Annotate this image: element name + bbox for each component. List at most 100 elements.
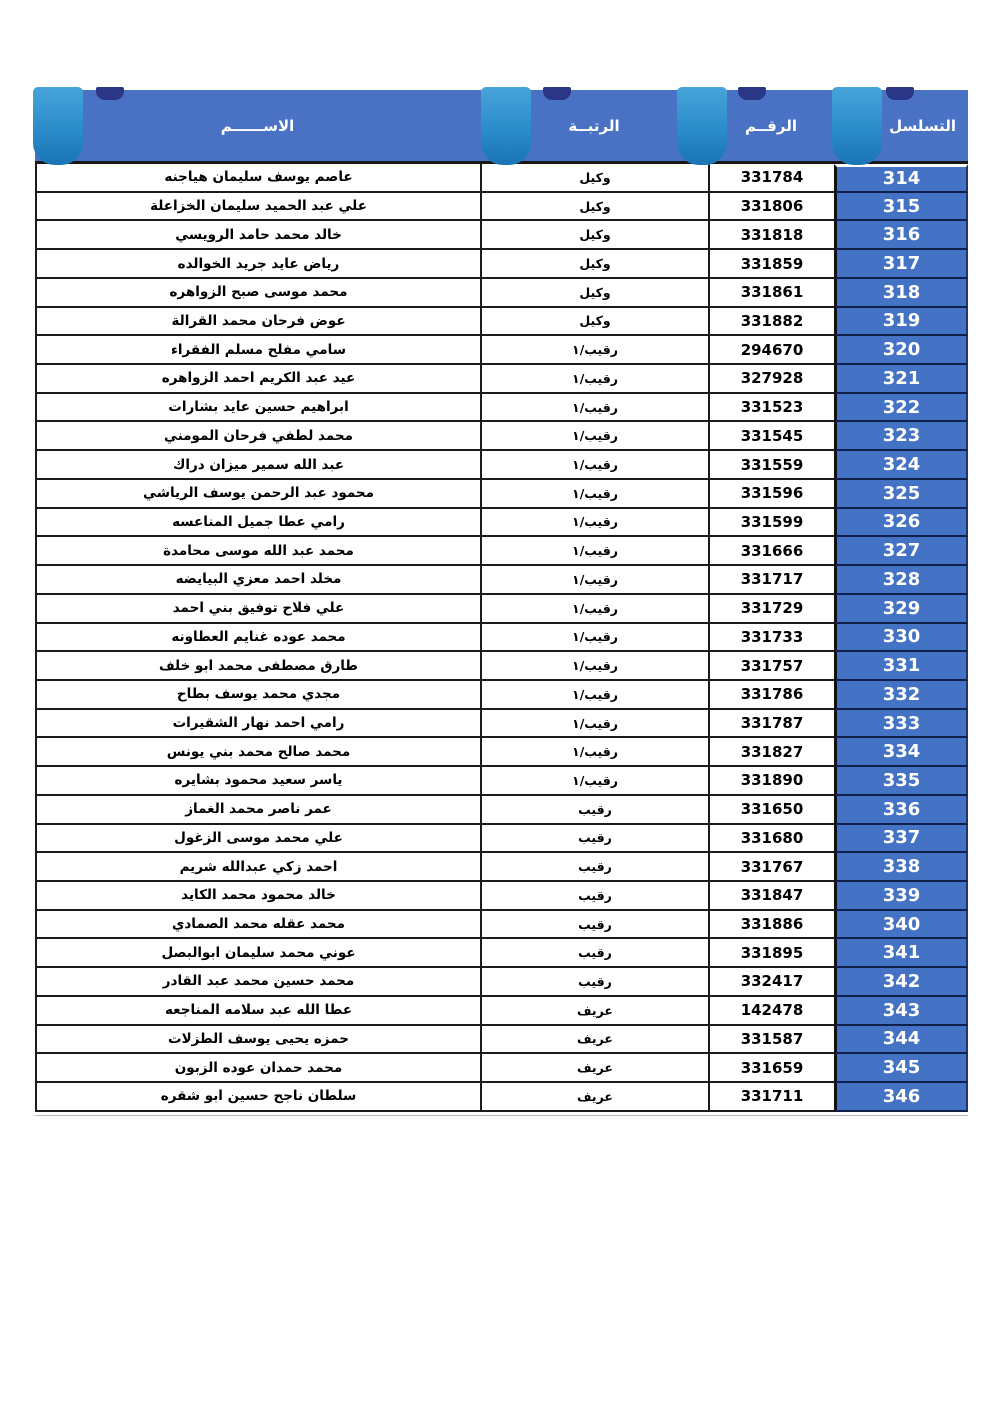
cell-rank: رقيب/١ bbox=[480, 508, 708, 538]
cell-name: عاصم يوسف سليمان هياجنه bbox=[35, 164, 480, 193]
cell-rank: رقيب bbox=[480, 968, 708, 997]
cell-id-number: 331806 bbox=[708, 192, 834, 222]
personnel-roster-table: التسلسل الرقــم الرتبــة الاســــــم 314… bbox=[33, 87, 968, 1116]
cell-name: محمد حسين محمد عبد القادر bbox=[35, 968, 480, 997]
cell-name: مجدي محمد يوسف بطاح bbox=[35, 680, 480, 710]
cell-name: سامي مفلح مسلم الفقراء bbox=[35, 336, 480, 366]
cell-serial-number: 318 bbox=[834, 278, 968, 308]
cell-id-number: 331886 bbox=[708, 910, 834, 940]
cell-serial-number: 329 bbox=[834, 594, 968, 624]
cell-id-number: 331729 bbox=[708, 594, 834, 624]
cell-serial-number: 332 bbox=[834, 680, 968, 710]
table-row: 346 331711 عريف سلطان ناجح حسين ابو شقره bbox=[35, 1083, 968, 1112]
cell-id-number: 331523 bbox=[708, 393, 834, 423]
bookmark-clip-icon bbox=[481, 87, 531, 165]
clip-tab-icon bbox=[96, 87, 124, 100]
cell-name: عوض فرحان محمد القرالة bbox=[35, 307, 480, 337]
cell-id-number: 331587 bbox=[708, 1025, 834, 1055]
cell-id-number: 331895 bbox=[708, 939, 834, 969]
cell-serial-number: 344 bbox=[834, 1025, 968, 1055]
cell-name: رياض عايد جريد الخوالده bbox=[35, 250, 480, 279]
cell-id-number: 294670 bbox=[708, 336, 834, 366]
cell-name: محمد حمدان عوده الزبون bbox=[35, 1054, 480, 1083]
cell-rank: رقيب/١ bbox=[480, 594, 708, 624]
table-row: 336 331650 رقيب عمر ناصر محمد الغماز bbox=[35, 795, 968, 825]
cell-id-number: 331861 bbox=[708, 278, 834, 308]
table-row: 332 331786 رقيب/١ مجدي محمد يوسف بطاح bbox=[35, 680, 968, 710]
cell-name: محمود عبد الرحمن يوسف الرياشي bbox=[35, 479, 480, 509]
bookmark-clip-icon bbox=[33, 87, 83, 165]
cell-serial-number: 317 bbox=[834, 250, 968, 279]
cell-rank: رقيب/١ bbox=[480, 566, 708, 595]
bookmark-clip-icon bbox=[677, 87, 727, 165]
cell-id-number: 331767 bbox=[708, 853, 834, 882]
cell-name: عمر ناصر محمد الغماز bbox=[35, 795, 480, 825]
cell-id-number: 331818 bbox=[708, 221, 834, 251]
table-row: 343 142478 عريف عطا الله عبد سلامه المنا… bbox=[35, 996, 968, 1026]
cell-name: محمد موسى صبح الزواهره bbox=[35, 278, 480, 308]
table-row: 344 331587 عريف حمزه يحيى يوسف الطزلات bbox=[35, 1025, 968, 1055]
cell-serial-number: 343 bbox=[834, 996, 968, 1026]
cell-rank: رقيب/١ bbox=[480, 479, 708, 509]
cell-serial-number: 315 bbox=[834, 192, 968, 222]
cell-rank: عريف bbox=[480, 1083, 708, 1112]
cell-rank: رقيب/١ bbox=[480, 767, 708, 796]
header-label-number: الرقــم bbox=[745, 116, 797, 135]
cell-id-number: 331882 bbox=[708, 307, 834, 337]
cell-name: رامي احمد نهار الشقيرات bbox=[35, 709, 480, 739]
table-row: 337 331680 رقيب علي محمد موسى الزغول bbox=[35, 824, 968, 854]
cell-id-number: 331596 bbox=[708, 479, 834, 509]
cell-id-number: 331757 bbox=[708, 652, 834, 681]
cell-rank: رقيب/١ bbox=[480, 709, 708, 739]
table-row: 339 331847 رقيب خالد محمود محمد الكايد bbox=[35, 881, 968, 911]
cell-rank: رقيب bbox=[480, 795, 708, 825]
cell-name: محمد عوده غنايم العطاونه bbox=[35, 623, 480, 653]
cell-name: مخلد احمد معزي البيايضه bbox=[35, 566, 480, 595]
cell-rank: رقيب/١ bbox=[480, 336, 708, 366]
cell-serial-number: 330 bbox=[834, 623, 968, 653]
cell-id-number: 331859 bbox=[708, 250, 834, 279]
cell-name: محمد لطفي فرحان المومني bbox=[35, 422, 480, 452]
cell-serial-number: 337 bbox=[834, 824, 968, 854]
cell-rank: عريف bbox=[480, 1025, 708, 1055]
cell-id-number: 331666 bbox=[708, 537, 834, 567]
table-row: 325 331596 رقيب/١ محمود عبد الرحمن يوسف … bbox=[35, 479, 968, 509]
cell-id-number: 142478 bbox=[708, 996, 834, 1026]
cell-id-number: 331659 bbox=[708, 1054, 834, 1083]
table-bottom-shadow bbox=[35, 1114, 968, 1116]
cell-rank: رقيب bbox=[480, 910, 708, 940]
cell-serial-number: 335 bbox=[834, 767, 968, 796]
cell-name: عيد عبد الكريم احمد الزواهره bbox=[35, 365, 480, 394]
cell-name: عوني محمد سليمان ابوالبصل bbox=[35, 939, 480, 969]
cell-name: احمد زكي عبدالله شريم bbox=[35, 853, 480, 882]
table-body: 314 331784 وكيل عاصم يوسف سليمان هياجنه … bbox=[35, 164, 968, 1112]
cell-id-number: 331890 bbox=[708, 767, 834, 796]
header-cell-number: الرقــم bbox=[708, 90, 834, 161]
cell-id-number: 331545 bbox=[708, 422, 834, 452]
cell-name: حمزه يحيى يوسف الطزلات bbox=[35, 1025, 480, 1055]
cell-serial-number: 324 bbox=[834, 451, 968, 480]
cell-id-number: 331559 bbox=[708, 451, 834, 480]
table-row: 345 331659 عريف محمد حمدان عوده الزبون bbox=[35, 1054, 968, 1083]
cell-serial-number: 322 bbox=[834, 393, 968, 423]
cell-rank: رقيب/١ bbox=[480, 680, 708, 710]
table-row: 327 331666 رقيب/١ محمد عبد الله موسى محا… bbox=[35, 537, 968, 567]
clip-tab-icon bbox=[543, 87, 571, 100]
cell-serial-number: 334 bbox=[834, 738, 968, 768]
cell-name: محمد صالح محمد بني يونس bbox=[35, 738, 480, 768]
cell-name: محمد عقله محمد الصمادي bbox=[35, 910, 480, 940]
table-row: 322 331523 رقيب/١ ابراهيم حسين عايد بشار… bbox=[35, 393, 968, 423]
table-row: 342 332417 رقيب محمد حسين محمد عبد القاد… bbox=[35, 968, 968, 997]
cell-name: علي محمد موسى الزغول bbox=[35, 824, 480, 854]
header-cell-serial: التسلسل bbox=[834, 90, 968, 161]
cell-serial-number: 342 bbox=[834, 968, 968, 997]
cell-name: سلطان ناجح حسين ابو شقره bbox=[35, 1083, 480, 1112]
cell-name: رامي عطا جميل المناعسه bbox=[35, 508, 480, 538]
cell-id-number: 331787 bbox=[708, 709, 834, 739]
table-row: 338 331767 رقيب احمد زكي عبدالله شريم bbox=[35, 853, 968, 882]
cell-rank: رقيب/١ bbox=[480, 623, 708, 653]
cell-serial-number: 331 bbox=[834, 652, 968, 681]
cell-name: علي عبد الحميد سليمان الخزاعلة bbox=[35, 192, 480, 222]
table-row: 326 331599 رقيب/١ رامي عطا جميل المناعسه bbox=[35, 508, 968, 538]
cell-id-number: 331717 bbox=[708, 566, 834, 595]
